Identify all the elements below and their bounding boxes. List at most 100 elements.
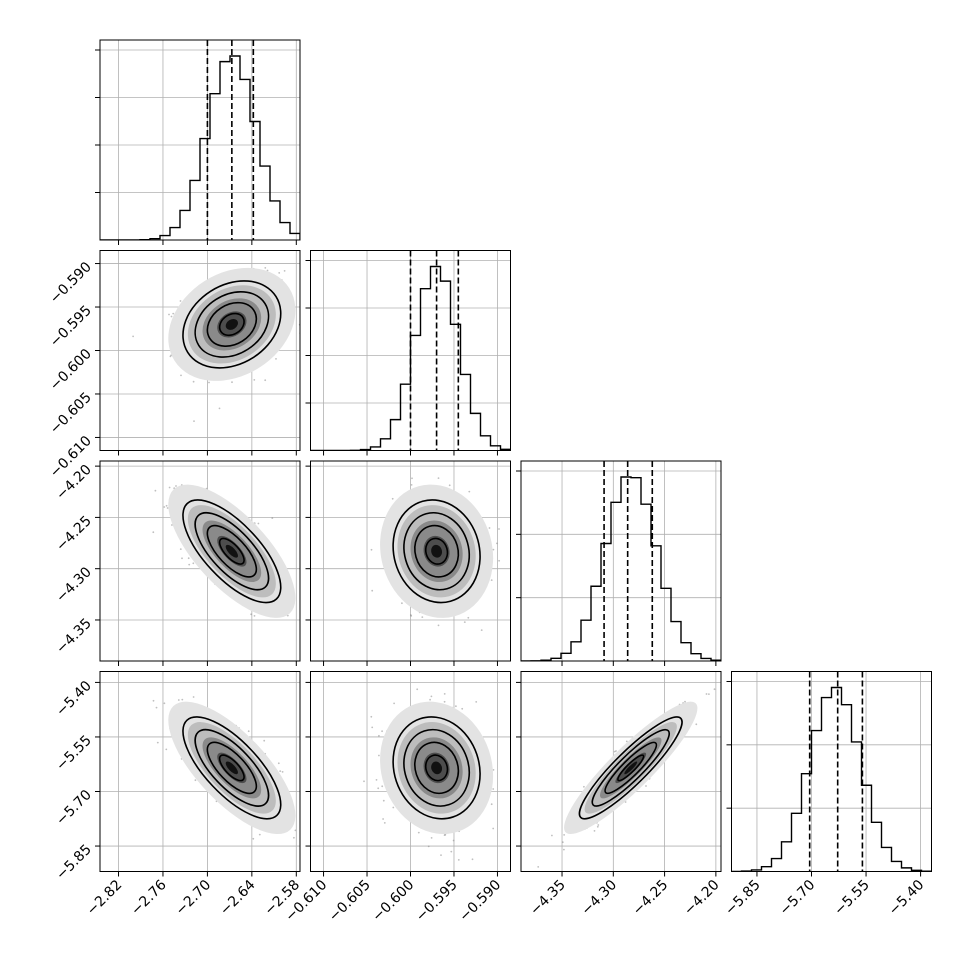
contour-line — [182, 280, 282, 369]
y-tick-label: −4.25 — [53, 513, 95, 555]
sample-point — [371, 726, 374, 729]
sample-point — [537, 866, 540, 868]
sample-point — [194, 779, 197, 782]
y-tick-label: −0.590 — [47, 259, 95, 307]
sample-point — [429, 698, 431, 701]
sample-point — [563, 848, 565, 851]
sample-point — [281, 771, 284, 773]
density-shade — [431, 761, 443, 775]
panel-3-3: −5.85 −5.70 −5.55 −5.40 — [722, 671, 932, 919]
contour-line — [403, 728, 470, 807]
panel-1-0: −0.610−0.605−0.600−0.595−0.590 — [47, 250, 306, 481]
sample-point — [563, 834, 565, 836]
sample-point — [275, 358, 277, 360]
panel-frame — [731, 671, 932, 872]
y-tick-label: −4.30 — [53, 564, 95, 606]
sample-point — [378, 734, 380, 737]
sample-point — [463, 621, 466, 623]
sample-point — [250, 613, 253, 616]
sample-point — [172, 312, 175, 315]
sample-point — [381, 785, 384, 788]
sample-point — [193, 420, 195, 422]
sample-point — [371, 589, 374, 592]
sample-point — [583, 785, 585, 788]
sample-point — [375, 779, 378, 781]
sample-point — [417, 831, 420, 834]
sample-point — [393, 702, 395, 705]
x-tick-label: −0.600 — [369, 877, 417, 925]
contour-line — [424, 537, 449, 565]
x-tick-label: −0.595 — [413, 877, 461, 925]
density-shade — [431, 544, 443, 558]
sample-point — [452, 839, 455, 842]
sample-point — [392, 806, 395, 809]
sample-point — [370, 715, 373, 718]
sample-point — [645, 785, 647, 787]
sample-point — [257, 522, 260, 525]
sample-point — [166, 507, 169, 509]
y-tick-label: −5.85 — [53, 842, 95, 884]
x-tick-label: −0.605 — [326, 877, 374, 925]
sample-point — [492, 788, 495, 790]
sample-point — [443, 700, 446, 703]
sample-point — [382, 818, 384, 820]
x-tick-label: −5.40 — [886, 877, 928, 919]
contour-line — [414, 524, 460, 578]
x-tick-label: −5.55 — [831, 877, 873, 919]
sample-point — [165, 504, 168, 507]
sample-point — [695, 723, 698, 726]
sample-point — [264, 267, 267, 269]
panel-frame — [99, 250, 301, 451]
sample-point — [471, 858, 474, 861]
contour-line — [182, 716, 282, 820]
sample-point — [684, 700, 686, 703]
contour-line — [617, 754, 645, 782]
sample-point — [382, 799, 385, 802]
sample-point — [247, 730, 250, 733]
contour-line — [591, 728, 671, 807]
sample-point — [179, 548, 182, 550]
sample-point — [490, 803, 493, 806]
contour-line — [206, 301, 258, 347]
panel-1-1 — [305, 250, 511, 456]
sample-point — [492, 827, 495, 830]
x-tick-label: −2.76 — [128, 877, 170, 919]
sample-point — [708, 693, 710, 695]
sample-point — [378, 754, 380, 757]
histogram-2 — [521, 476, 721, 661]
sample-point — [492, 769, 495, 771]
sample-point — [171, 524, 173, 526]
sample-point — [430, 695, 433, 698]
sample-point — [480, 629, 483, 631]
contour-line — [414, 741, 460, 795]
x-tick-label: −0.590 — [456, 877, 504, 925]
sample-point — [154, 489, 157, 492]
sample-point — [596, 825, 599, 828]
panel-frame — [99, 460, 301, 662]
panel-2-1 — [305, 460, 511, 666]
panel-3-0: −2.82 −2.76 −2.70 −2.64 −2.58−5.85−5.70−5.55… — [53, 671, 303, 919]
sample-point — [561, 841, 564, 844]
sample-point — [401, 602, 403, 605]
sample-point — [165, 748, 168, 751]
sample-point — [370, 548, 373, 551]
sample-point — [177, 699, 180, 701]
panel-frame — [99, 671, 301, 872]
x-tick-label: −4.25 — [630, 877, 672, 919]
sample-point — [304, 279, 306, 281]
sample-point — [391, 497, 394, 500]
sample-point — [496, 542, 498, 545]
sample-point — [713, 688, 716, 691]
density-shade — [225, 544, 238, 558]
x-tick-label: −4.20 — [681, 877, 723, 919]
sample-point — [168, 313, 170, 316]
sample-point — [187, 557, 190, 560]
contour-line — [206, 741, 258, 795]
sample-point — [440, 854, 442, 856]
sample-point — [252, 837, 255, 840]
contour-line — [578, 716, 683, 820]
sample-point — [293, 836, 295, 839]
sample-point — [383, 822, 386, 824]
sample-point — [152, 699, 155, 702]
